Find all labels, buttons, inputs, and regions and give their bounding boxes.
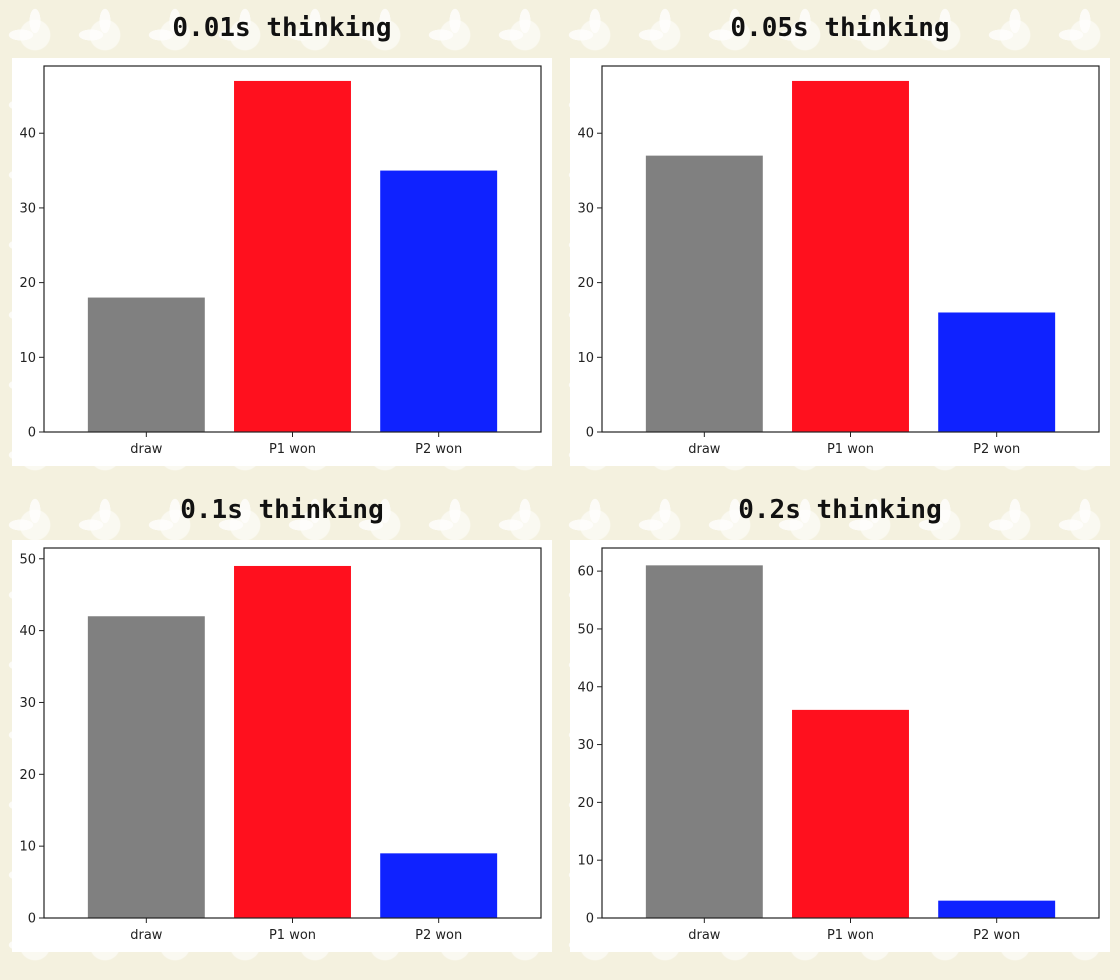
y-tick-label: 30 xyxy=(19,696,36,711)
chart-panel-2: 0.05s thinking draw P1 won P2 won 0 10 20 30 40 xyxy=(566,8,1114,466)
bar-p2-won xyxy=(938,312,1056,432)
y-tick-label: 30 xyxy=(19,201,36,216)
bar-p1-won xyxy=(792,80,909,432)
bar-p2-won xyxy=(380,170,498,433)
y-tick-label: 0 xyxy=(586,426,594,441)
bar-chart: draw P1 won P2 won 0 10 20 30 40 xyxy=(12,58,552,466)
chart-title: 0.1s thinking xyxy=(180,495,384,525)
x-tick-label: P2 won xyxy=(973,442,1020,457)
y-tick-label: 0 xyxy=(28,426,36,441)
plot-frame xyxy=(43,65,542,433)
bar-draw xyxy=(645,565,763,918)
x-tick-label: P2 won xyxy=(415,442,462,457)
bar-p2-won xyxy=(380,853,498,918)
bar-p1-won xyxy=(234,80,351,432)
x-tick-label: P1 won xyxy=(269,442,316,457)
x-tick-label: draw xyxy=(688,928,721,943)
bar-draw xyxy=(87,616,205,918)
y-tick-label: 40 xyxy=(577,680,594,695)
y-tick-label: 20 xyxy=(19,276,36,291)
bar-p1-won xyxy=(792,709,909,918)
y-tick-label: 20 xyxy=(577,276,594,291)
y-tick-label: 10 xyxy=(577,351,594,366)
plot-frame xyxy=(601,547,1100,919)
chart-panel-3: 0.1s thinking draw P1 won P2 won 0 10 20 30 40 5… xyxy=(8,490,556,952)
y-tick-label: 10 xyxy=(577,854,594,869)
y-tick-label: 60 xyxy=(577,565,594,580)
x-tick-label: P1 won xyxy=(269,928,316,943)
y-tick-label: 40 xyxy=(577,127,594,142)
y-tick-label: 0 xyxy=(586,912,594,927)
chart-title: 0.2s thinking xyxy=(738,495,942,525)
chart-title: 0.05s thinking xyxy=(730,13,950,43)
plot-frame xyxy=(43,547,542,919)
y-tick-label: 20 xyxy=(19,768,36,783)
y-tick-label: 10 xyxy=(19,840,36,855)
y-tick-label: 30 xyxy=(577,738,594,753)
y-tick-label: 20 xyxy=(577,796,594,811)
x-tick-label: draw xyxy=(688,442,721,457)
bar-draw xyxy=(87,297,205,432)
y-tick-label: 0 xyxy=(28,912,36,927)
plot-frame xyxy=(601,65,1100,433)
y-tick-label: 10 xyxy=(19,351,36,366)
y-tick-label: 50 xyxy=(19,552,36,567)
x-tick-label: P2 won xyxy=(415,928,462,943)
y-tick-label: 30 xyxy=(577,201,594,216)
y-tick-label: 50 xyxy=(577,622,594,637)
bar-p2-won xyxy=(938,900,1056,918)
bar-chart: draw P1 won P2 won 0 10 20 30 40 xyxy=(570,58,1110,466)
y-tick-label: 40 xyxy=(19,127,36,142)
x-tick-label: P1 won xyxy=(827,442,874,457)
bar-chart: draw P1 won P2 won 0 10 20 30 40 50 xyxy=(12,540,552,952)
chart-panel-4: 0.2s thinking draw P1 won P2 won 0 10 20 30 40 5… xyxy=(566,490,1114,952)
x-tick-label: draw xyxy=(130,928,163,943)
bar-p1-won xyxy=(234,565,351,918)
bar-draw xyxy=(645,155,763,432)
y-tick-label: 40 xyxy=(19,624,36,639)
x-tick-label: P2 won xyxy=(973,928,1020,943)
chart-title: 0.01s thinking xyxy=(172,13,392,43)
chart-panel-1: 0.01s thinking draw P1 won P2 won 0 10 20 30 40 xyxy=(8,8,556,466)
x-tick-label: draw xyxy=(130,442,163,457)
x-tick-label: P1 won xyxy=(827,928,874,943)
bar-chart: draw P1 won P2 won 0 10 20 30 40 50 60 xyxy=(570,540,1110,952)
